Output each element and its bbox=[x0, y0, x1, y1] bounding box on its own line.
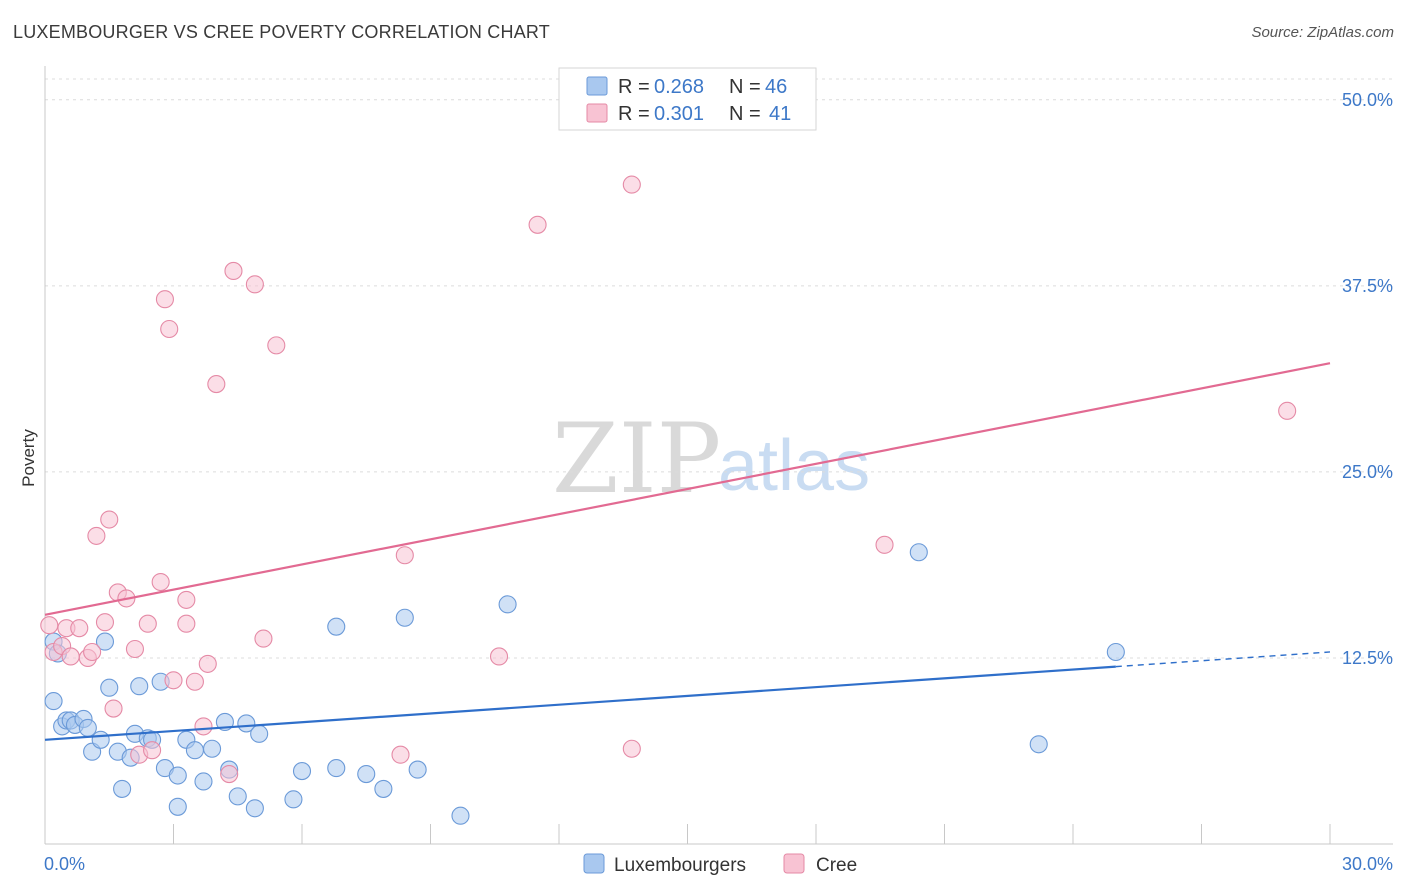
luxembourger-point bbox=[78, 718, 97, 737]
luxembourger-point bbox=[113, 779, 132, 798]
cree-point bbox=[198, 654, 217, 673]
y-tick-labels: 12.5% 25.0% 37.5% 50.0% bbox=[1342, 90, 1393, 668]
cree-point bbox=[40, 616, 59, 635]
y-tick-label: 37.5% bbox=[1342, 276, 1393, 296]
luxembourger-point bbox=[168, 797, 187, 816]
luxembourger-point bbox=[237, 714, 256, 733]
cree-point bbox=[155, 290, 174, 309]
cree-point bbox=[160, 319, 179, 339]
chart-title: LUXEMBOURGER VS CREE POVERTY CORRELATION… bbox=[13, 22, 550, 42]
stats-legend: R = 0.268 N = 46 R = 0.301 N = 41 bbox=[558, 67, 817, 131]
cree-point bbox=[95, 613, 115, 632]
cree-point bbox=[207, 375, 226, 394]
series-legend-label: Luxembourgers bbox=[614, 855, 746, 876]
luxembourger-point bbox=[284, 790, 303, 809]
cree-point bbox=[70, 619, 89, 638]
y-tick-label: 25.0% bbox=[1342, 462, 1393, 482]
luxembourger-point bbox=[395, 608, 414, 627]
luxembourger-point bbox=[292, 762, 312, 781]
source-credit: Source: ZipAtlas.com bbox=[1251, 24, 1394, 41]
y-tick-label: 50.0% bbox=[1342, 90, 1393, 110]
luxembourger-point bbox=[44, 692, 63, 711]
cree-point bbox=[622, 739, 641, 758]
gridlines bbox=[45, 78, 1394, 659]
cree-point bbox=[61, 647, 80, 666]
y-axis-title: Poverty bbox=[19, 429, 38, 487]
x-tick-label-max: 30.0% bbox=[1342, 854, 1393, 874]
cree-point bbox=[83, 642, 102, 662]
legend-n-label: N = bbox=[729, 76, 761, 98]
x-tick-label-min: 0.0% bbox=[44, 854, 85, 874]
luxembourger-point bbox=[451, 806, 470, 825]
luxembourger-point bbox=[408, 760, 427, 779]
cree-point bbox=[143, 741, 162, 760]
cree-point bbox=[87, 526, 106, 545]
series-legend: Luxembourgers Cree bbox=[583, 853, 857, 876]
watermark-atlas: atlas bbox=[718, 426, 870, 506]
cree-point bbox=[151, 572, 170, 592]
cree-point bbox=[622, 175, 641, 194]
cree-point bbox=[1278, 401, 1297, 420]
legend-n-label: N = bbox=[729, 103, 761, 125]
legend-r-label: R = bbox=[618, 76, 650, 98]
cree-point bbox=[395, 546, 414, 565]
cree-point bbox=[194, 717, 213, 736]
legend-r-value: 0.301 bbox=[654, 103, 704, 125]
cree-trend-line bbox=[44, 362, 1331, 616]
legend-swatch-cree bbox=[586, 103, 608, 123]
trend-lines bbox=[44, 362, 1331, 741]
luxembourger-point bbox=[498, 595, 517, 614]
scatter-points bbox=[40, 175, 1297, 825]
legend-n-value: 41 bbox=[769, 103, 791, 125]
luxembourger-point bbox=[357, 764, 376, 784]
luxembourger-point bbox=[909, 543, 928, 562]
cree-point bbox=[138, 614, 157, 633]
luxembourger-point bbox=[130, 677, 149, 696]
cree-point bbox=[220, 764, 239, 784]
cree-point bbox=[875, 535, 894, 554]
cree-point bbox=[391, 745, 410, 764]
luxembourger-point bbox=[327, 759, 346, 778]
luxembourger-point bbox=[245, 799, 264, 818]
cree-point bbox=[267, 336, 286, 355]
cree-point bbox=[100, 510, 119, 529]
luxembourger-point bbox=[168, 766, 187, 785]
luxembourger-point bbox=[91, 730, 110, 749]
luxembourger-point bbox=[327, 617, 346, 636]
cree-point bbox=[528, 215, 547, 234]
luxembourger-point bbox=[228, 787, 247, 806]
legend-n-value: 46 bbox=[765, 76, 787, 98]
cree-point bbox=[177, 590, 196, 609]
cree-point bbox=[125, 639, 144, 659]
axes bbox=[44, 66, 1393, 845]
luxembourger-point bbox=[1106, 642, 1125, 662]
series-legend-label: Cree bbox=[816, 855, 857, 876]
luxembourger-point bbox=[250, 724, 269, 743]
luxembourger-point bbox=[100, 678, 119, 697]
luxembourger-point bbox=[185, 741, 204, 760]
luxembourger-trend-extension bbox=[1115, 651, 1331, 668]
cree-point bbox=[489, 647, 509, 666]
cree-point bbox=[104, 699, 123, 718]
luxembourger-trend-line bbox=[44, 665, 1116, 741]
series-legend-swatch-luxembourgers bbox=[583, 853, 605, 874]
luxembourger-point bbox=[194, 772, 213, 791]
cree-point bbox=[245, 275, 264, 294]
legend-swatch-luxembourgers bbox=[586, 76, 608, 96]
watermark-zip: ZIP bbox=[552, 403, 721, 515]
luxembourger-point bbox=[203, 739, 222, 758]
luxembourger-point bbox=[95, 632, 115, 651]
y-tick-label: 12.5% bbox=[1342, 648, 1393, 668]
luxembourger-point bbox=[374, 779, 393, 798]
luxembourger-point bbox=[1029, 735, 1048, 754]
series-legend-swatch-cree bbox=[783, 853, 805, 874]
legend-r-value: 0.268 bbox=[654, 76, 704, 98]
cree-point bbox=[164, 671, 183, 690]
legend-r-label: R = bbox=[618, 103, 650, 125]
cree-point bbox=[224, 261, 243, 280]
cree-point bbox=[254, 629, 273, 648]
cree-point bbox=[177, 614, 196, 633]
cree-point bbox=[185, 672, 204, 691]
